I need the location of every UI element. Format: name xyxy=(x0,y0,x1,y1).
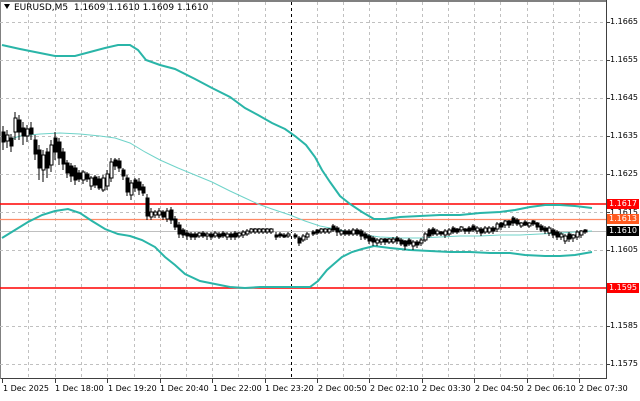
bollinger-middle-band xyxy=(1,132,593,239)
dropdown-triangle-icon[interactable] xyxy=(4,4,10,9)
y-tick-label: 1.1665 xyxy=(610,17,638,26)
x-tick-label: 1 Dec 22:00 xyxy=(213,384,262,393)
x-tick-label: 1 Dec 2025 xyxy=(3,384,50,393)
y-tick-label: 1.1635 xyxy=(610,131,638,140)
y-tick-label: 1.1585 xyxy=(610,321,638,330)
bollinger-lower-band xyxy=(1,207,593,290)
bollinger-upper-band xyxy=(1,44,593,220)
y-axis-ticks xyxy=(606,22,610,365)
resistance-price-label: 1.1617 xyxy=(607,199,639,209)
pivot-price-label: 1.1613 xyxy=(607,214,639,224)
x-tick-label: 1 Dec 20:40 xyxy=(160,384,209,393)
horizontal-gridlines xyxy=(0,22,606,365)
x-tick-label: 2 Dec 06:10 xyxy=(527,384,576,393)
x-tick-label: 2 Dec 00:50 xyxy=(318,384,367,393)
x-tick-label: 1 Dec 19:20 xyxy=(108,384,157,393)
x-tick-label: 2 Dec 07:30 xyxy=(579,384,628,393)
x-tick-label: 2 Dec 03:30 xyxy=(422,384,471,393)
chart-title[interactable]: EURUSD,M5 1.1609 1.1610 1.1609 1.1610 xyxy=(4,3,208,13)
x-tick-label: 2 Dec 04:50 xyxy=(475,384,524,393)
ohlc-values: 1.1609 1.1610 1.1609 1.1610 xyxy=(73,3,209,13)
y-tick-label: 1.1655 xyxy=(610,55,638,64)
y-tick-label: 1.1575 xyxy=(610,359,638,368)
x-axis-ticks xyxy=(2,378,580,383)
support-price-label: 1.1595 xyxy=(607,283,639,293)
y-tick-label: 1.1615 xyxy=(610,208,638,217)
symbol-label: EURUSD,M5 xyxy=(14,3,69,13)
y-tick-label: 1.1625 xyxy=(610,169,638,178)
y-tick-label: 1.1645 xyxy=(610,93,638,102)
x-tick-label: 1 Dec 23:20 xyxy=(265,384,314,393)
x-tick-label: 2 Dec 02:10 xyxy=(370,384,419,393)
x-tick-label: 1 Dec 18:00 xyxy=(55,384,104,393)
y-tick-label: 1.1605 xyxy=(610,245,638,254)
candlesticks xyxy=(1,112,588,250)
bid-price-label: 1.1610 xyxy=(607,226,639,236)
